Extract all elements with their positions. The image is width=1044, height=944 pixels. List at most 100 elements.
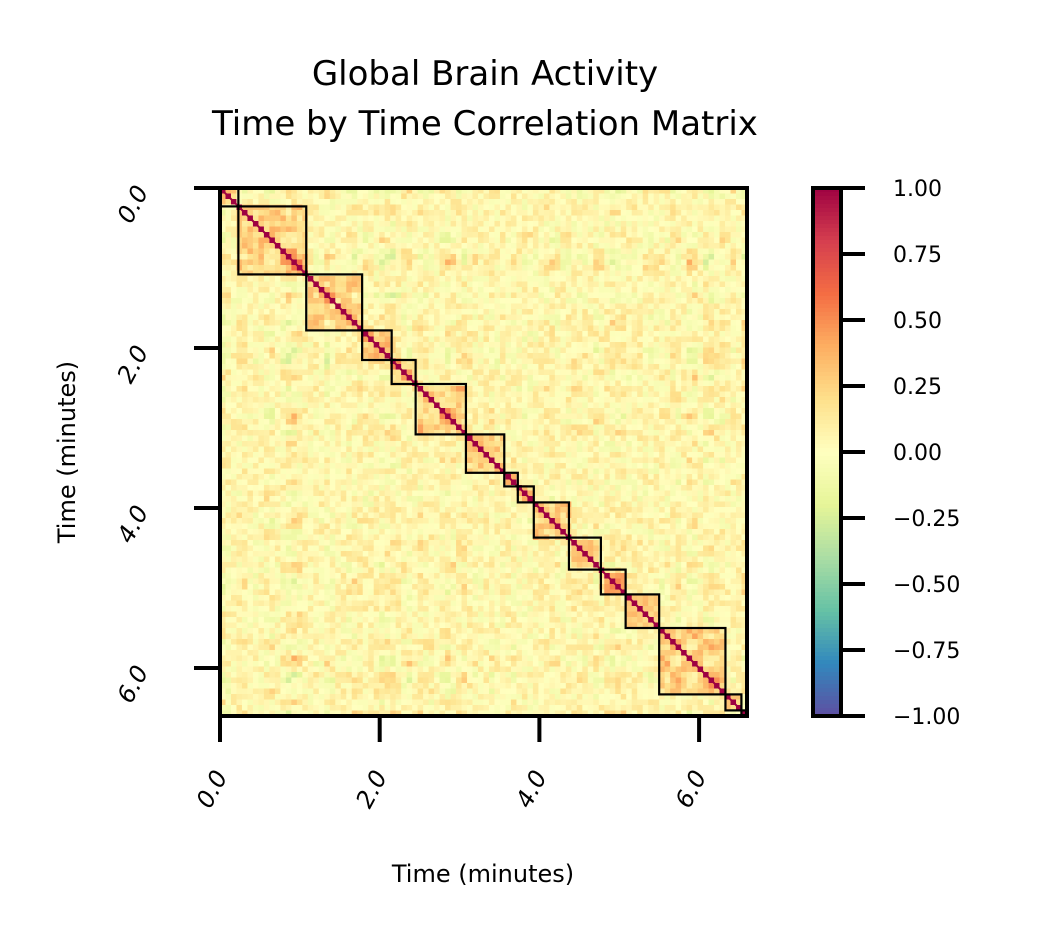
heatmap-cell (703, 303, 709, 310)
heatmap-cell (395, 358, 402, 365)
heatmap-cell (626, 303, 633, 310)
heatmap-cell (642, 463, 649, 469)
heatmap-cell (220, 298, 226, 304)
heatmap-cell (274, 441, 281, 447)
heatmap-cell (280, 331, 287, 337)
heatmap-cell (406, 303, 413, 310)
heatmap-cell (725, 303, 731, 310)
heatmap-cell (538, 193, 545, 200)
heatmap-cell (439, 265, 446, 271)
heatmap-cell (653, 430, 660, 436)
heatmap-cell (450, 364, 457, 370)
heatmap-cell (258, 408, 265, 414)
heatmap-cell (461, 364, 468, 370)
heatmap-cell (510, 419, 517, 425)
heatmap-cell (681, 457, 688, 464)
heatmap-cell (351, 435, 358, 442)
heatmap-cell (478, 188, 484, 194)
heatmap-cell (505, 188, 512, 194)
heatmap-cell (516, 358, 523, 365)
heatmap-cell (609, 259, 616, 266)
heatmap-cell (648, 325, 655, 332)
heatmap-cell (719, 309, 726, 315)
heatmap-cell (351, 287, 358, 293)
heatmap-cell (725, 309, 731, 315)
heatmap-cell (302, 457, 309, 464)
heatmap-cell (620, 336, 627, 343)
heatmap-cell (681, 347, 688, 354)
heatmap-cell (615, 468, 622, 475)
heatmap-cell (505, 298, 512, 304)
heatmap-cell (714, 210, 720, 216)
heatmap-cell (456, 391, 462, 398)
heatmap-cell (521, 369, 528, 376)
heatmap-cell (697, 287, 704, 293)
heatmap-cell (521, 419, 528, 425)
heatmap-cell (708, 336, 715, 343)
heatmap-cell (703, 204, 709, 211)
heatmap-cell (730, 468, 737, 475)
heatmap-cell (307, 314, 314, 321)
heatmap-cell (532, 402, 539, 409)
heatmap-cell (291, 265, 298, 271)
heatmap-cell (467, 408, 473, 414)
heatmap-cell (225, 430, 232, 436)
heatmap-cell (571, 292, 578, 299)
heatmap-cell (631, 369, 638, 376)
heatmap-cell (631, 259, 638, 266)
heatmap-cell (362, 270, 369, 277)
heatmap-cell (247, 380, 254, 387)
heatmap-cell (532, 452, 539, 458)
heatmap-cell (609, 204, 616, 211)
heatmap-cell (401, 237, 408, 244)
heatmap-cell (675, 270, 682, 277)
heatmap-cell (258, 215, 265, 222)
heatmap-cell (549, 215, 556, 222)
heatmap-cell (692, 391, 698, 398)
heatmap-cell (714, 265, 720, 271)
heatmap-cell (598, 463, 605, 469)
heatmap-cell (362, 276, 369, 282)
heatmap-cell (609, 463, 616, 469)
heatmap-cell (648, 380, 655, 387)
heatmap-cell (384, 259, 391, 266)
heatmap-cell (510, 408, 517, 414)
heatmap-cell (280, 452, 287, 458)
heatmap-cell (494, 188, 501, 194)
heatmap-cell (532, 243, 539, 249)
heatmap-cell (390, 265, 397, 271)
heatmap-cell (615, 265, 622, 271)
heatmap-cell (456, 237, 462, 244)
heatmap-cell (587, 358, 594, 365)
heatmap-cell (598, 254, 605, 260)
heatmap-cell (412, 336, 419, 343)
heatmap-cell (675, 375, 682, 381)
heatmap-cell (280, 402, 287, 409)
heatmap-cell (313, 237, 320, 244)
heatmap-cell (642, 424, 649, 431)
heatmap-cell (269, 441, 276, 447)
heatmap-cell (510, 364, 517, 370)
heatmap-cell (620, 188, 627, 194)
heatmap-cell (384, 281, 391, 288)
heatmap-cell (505, 364, 512, 370)
heatmap-cell (741, 413, 747, 420)
heatmap-cell (488, 270, 495, 277)
heatmap-cell (384, 287, 391, 293)
heatmap-cell (269, 215, 276, 222)
heatmap-cell (626, 188, 633, 194)
heatmap-cell (379, 265, 386, 271)
heatmap-cell (395, 342, 402, 348)
heatmap-cell (373, 364, 380, 370)
heatmap-cell (445, 199, 451, 205)
heatmap-cell (362, 336, 369, 343)
heatmap-cell (395, 457, 402, 464)
heatmap-cell (291, 342, 298, 348)
heatmap-cell (274, 358, 281, 365)
heatmap-cell (230, 347, 237, 354)
heatmap-cell (554, 375, 561, 381)
heatmap-cell (659, 331, 666, 337)
heatmap-cell (488, 276, 495, 282)
heatmap-cell (719, 364, 726, 370)
heatmap-cell (456, 265, 462, 271)
